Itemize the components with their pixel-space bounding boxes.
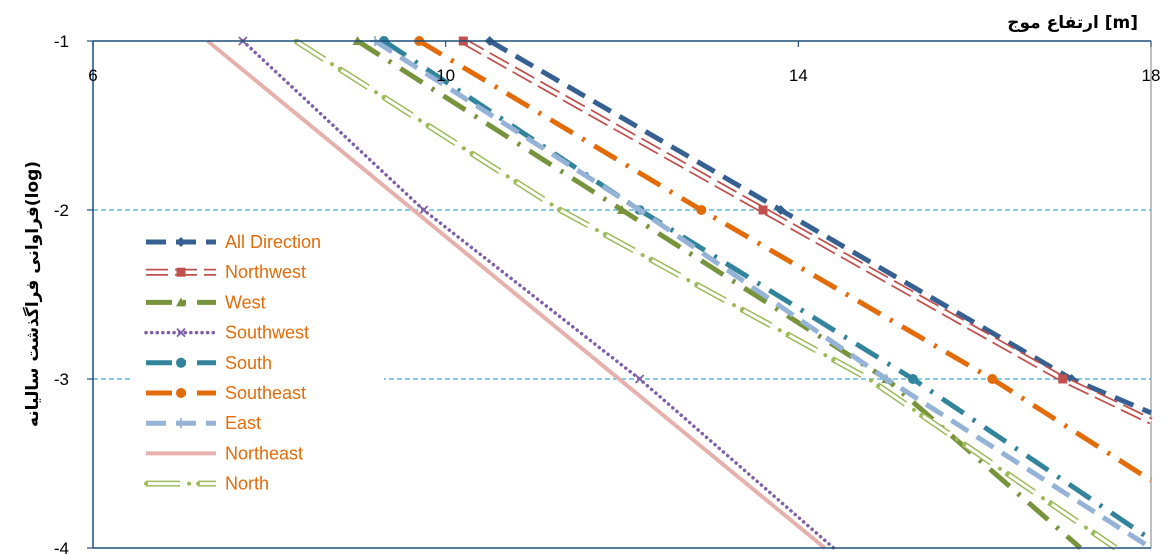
- legend-item: West: [146, 292, 266, 312]
- legend-label: Southeast: [225, 383, 306, 403]
- y-tick-label: -1: [54, 32, 69, 51]
- series-lines: [206, 36, 1153, 550]
- legend-label: All Direction: [225, 232, 321, 252]
- y-tick-label: -3: [54, 370, 69, 389]
- legend-marker: [176, 327, 186, 338]
- series-line-inner: [462, 39, 1152, 423]
- legend-label: North: [225, 474, 269, 494]
- data-point: [775, 205, 786, 215]
- x-tick-label: 10: [436, 66, 455, 85]
- series-line: [206, 39, 827, 550]
- series-northeast: [206, 39, 827, 550]
- x-tick-label: 14: [789, 66, 808, 85]
- y-tick-label: -4: [54, 539, 69, 557]
- legend-label: South: [225, 353, 272, 373]
- legend-item: East: [146, 413, 261, 433]
- y-axis-title: فراوانی فراگذشت سالیانه(log): [22, 161, 43, 427]
- data-point: [907, 374, 918, 384]
- data-point: [758, 205, 768, 215]
- series-line: [417, 38, 1153, 483]
- x-axis-title: ارتفاع موج [m]: [1007, 13, 1138, 33]
- legend-item: Southwest: [144, 323, 309, 343]
- legend-background: [132, 222, 384, 494]
- data-point: [418, 205, 429, 215]
- data-point: [1058, 374, 1068, 384]
- series-line: [382, 38, 1153, 542]
- x-tick-label: 18: [1142, 66, 1161, 85]
- series-line: [241, 39, 836, 550]
- series-south: [378, 36, 1153, 542]
- legend-label: East: [225, 413, 261, 433]
- legend-label: Southwest: [225, 323, 309, 343]
- series-southeast: [414, 36, 1153, 483]
- series-line-dots: [293, 39, 1118, 550]
- series-north: [293, 38, 1118, 550]
- legend-label: Northwest: [225, 262, 306, 282]
- axes: [87, 40, 1152, 549]
- legend-item: Northwest: [146, 262, 306, 282]
- legend-marker: [176, 388, 186, 398]
- data-point: [987, 374, 998, 384]
- series-line: [488, 38, 1152, 416]
- legend-label: Northeast: [225, 443, 303, 463]
- legend-item: South: [146, 353, 272, 373]
- data-point: [617, 205, 627, 214]
- y-tick-label: -2: [54, 201, 69, 220]
- data-point: [634, 205, 645, 215]
- legend-item: Northeast: [146, 443, 303, 463]
- series-line: [373, 38, 1153, 550]
- legend: All Direction Northwest West Southwest South…: [144, 232, 321, 494]
- legend-item: Southeast: [146, 383, 306, 403]
- data-point: [634, 374, 645, 384]
- legend-item: North: [144, 474, 269, 494]
- legend-label: West: [225, 292, 266, 312]
- series-west: [352, 36, 1083, 550]
- legend-marker: [176, 418, 186, 429]
- x-tick-label: 6: [88, 66, 97, 85]
- legend-marker: [176, 237, 186, 247]
- legend-item: All Direction: [146, 232, 321, 252]
- tick-labels: 6 10 14 18 -1 -2 -3 -4: [54, 32, 1161, 557]
- series-line: [356, 38, 1083, 550]
- legend-marker: [176, 357, 186, 368]
- legend-marker: [176, 297, 186, 307]
- data-point: [881, 374, 892, 384]
- series-east: [370, 36, 1153, 550]
- data-point: [696, 205, 707, 215]
- legend-marker: [176, 267, 186, 277]
